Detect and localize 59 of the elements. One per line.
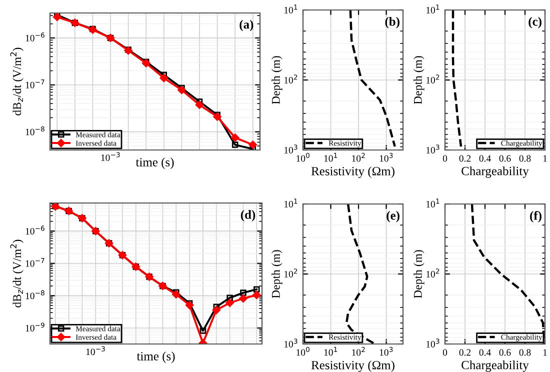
x-tick-label: 0.4 bbox=[479, 155, 491, 162]
y-tick-label: 10$^{1}$ bbox=[284, 4, 298, 14]
y-tick-label: 10$^{−6}$ bbox=[26, 226, 44, 235]
x-tick-label: 10$^{3}$ bbox=[380, 346, 393, 356]
y-tick-label: 10$^{2}$ bbox=[426, 268, 440, 278]
x-tick-label: 10$^{1}$ bbox=[324, 152, 338, 162]
y-tick-label: 10$^{−9}$ bbox=[26, 322, 44, 332]
x-tick-label: 10$^{0}$ bbox=[296, 152, 310, 162]
annotation: (b) bbox=[385, 17, 400, 28]
y-tick-label: 10$^{2}$ bbox=[284, 74, 298, 84]
y-tick-label: 10$^{2}$ bbox=[426, 74, 440, 84]
y-tick-label: 10$^{−8}$ bbox=[26, 290, 44, 300]
x-tick-label: 0.6 bbox=[499, 155, 511, 162]
y-axis-title: Depth (m) bbox=[272, 250, 282, 298]
x-tick-label: 10$^{3}$ bbox=[380, 152, 393, 162]
x-axis-title: time (s) bbox=[136, 352, 175, 363]
x-tick-label: 0.8 bbox=[519, 155, 531, 162]
x-tick-label: 0.4 bbox=[479, 349, 491, 356]
y-axis-title: Depth (m) bbox=[272, 56, 282, 104]
annotation: (a) bbox=[240, 20, 254, 32]
text: 10$^{−3}$ bbox=[86, 346, 105, 356]
y-axis-title: Depth (m) bbox=[414, 56, 424, 104]
annotation: (c) bbox=[528, 17, 542, 28]
y-tick-label: 10$^{2}$ bbox=[284, 268, 298, 278]
x-tick-label: 0.2 bbox=[459, 349, 471, 356]
x-axis-title: Chargeability bbox=[462, 166, 529, 178]
y-axis-title: dB$_{z}$/dt (V/m$^{2}$) bbox=[10, 240, 24, 308]
annotation: (e) bbox=[386, 211, 400, 222]
y-tick-label: 10$^{3}$ bbox=[426, 338, 440, 348]
y-tick-label: 10$^{−8}$ bbox=[26, 126, 44, 136]
y-tick-label: 10$^{−7}$ bbox=[26, 80, 44, 88]
x-tick-label: 0.2 bbox=[459, 155, 471, 162]
y-tick-label: 10$^{1}$ bbox=[284, 198, 298, 208]
x-tick-label: 10$^{2}$ bbox=[352, 152, 365, 162]
y-tick-label: 10$^{3}$ bbox=[426, 144, 440, 154]
y-axis-title: Depth (m) bbox=[414, 250, 424, 298]
y-tick-label: 10$^{1}$ bbox=[426, 198, 440, 208]
y-tick-label: 10$^{3}$ bbox=[284, 144, 298, 154]
annotation: (d) bbox=[240, 210, 256, 222]
y-tick-label: 10$^{−7}$ bbox=[26, 258, 44, 267]
x-tick-label: 0.8 bbox=[519, 349, 531, 356]
y-tick-label: 10$^{−6}$ bbox=[26, 32, 44, 42]
x-axis-title: Resistivity (Ωm) bbox=[311, 360, 394, 372]
x-axis-title: Chargeability bbox=[462, 360, 529, 372]
x-tick-label: 10$^{1}$ bbox=[324, 346, 338, 356]
x-axis-title: time (s) bbox=[136, 158, 174, 169]
y-tick-label: 10$^{3}$ bbox=[284, 338, 298, 348]
x-tick-label: 1 bbox=[543, 349, 547, 356]
x-tick-label: 0.6 bbox=[499, 349, 511, 356]
x-tick-label: 0 bbox=[442, 155, 448, 162]
y-tick-label: 10$^{1}$ bbox=[426, 4, 440, 14]
x-tick-label: 0 bbox=[442, 349, 448, 356]
x-tick-label: 10$^{2}$ bbox=[352, 346, 365, 356]
x-tick-label: 10$^{0}$ bbox=[296, 346, 310, 356]
y-axis-title: dB$_{z}$/dt (V/m$^{2}$) bbox=[10, 48, 24, 116]
x-tick-label: 1 bbox=[543, 155, 547, 162]
text: 10$^{−3}$ bbox=[101, 152, 120, 162]
x-axis-title: Resistivity (Ωm) bbox=[311, 166, 394, 178]
annotation: (f) bbox=[530, 211, 542, 222]
